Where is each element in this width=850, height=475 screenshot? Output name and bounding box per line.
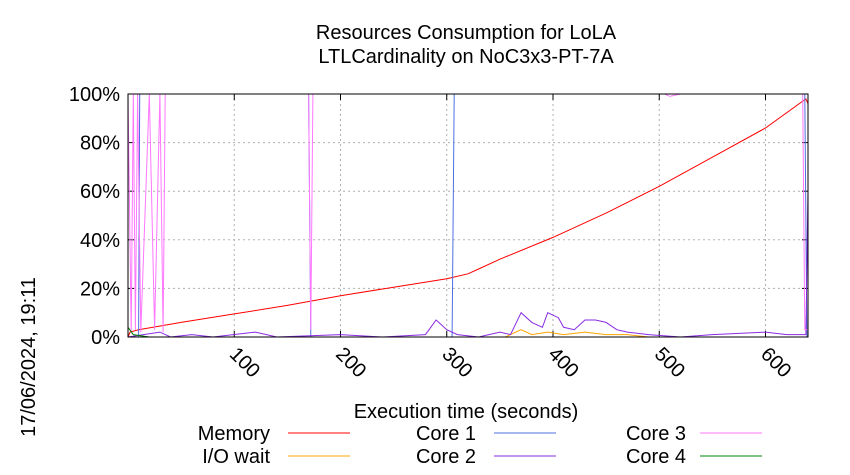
series-lines [127, 93, 809, 338]
legend-label: Core 4 [626, 446, 686, 468]
series-line-core-1 [128, 93, 808, 338]
y-tick-labels: 0% 20% 40% 60% 80% 100% [69, 84, 120, 349]
series-line-core-2 [127, 191, 809, 338]
y-tick-label: 60% [80, 181, 120, 203]
x-tick-label: 300 [437, 343, 476, 382]
x-axis-label: Execution time (seconds) [354, 401, 579, 423]
y-tick-label: 80% [80, 133, 120, 155]
y-tick-label: 0% [91, 327, 120, 349]
x-tick-label: 100 [225, 343, 264, 382]
y-tick-label: 20% [80, 278, 120, 300]
x-tick-label: 200 [331, 343, 370, 382]
series-line-memory [127, 98, 809, 338]
x-tick-label: 400 [544, 343, 583, 382]
chart-subtitle: LTLCardinality on NoC3x3-PT-7A [318, 46, 614, 68]
x-tick-labels: 100 200 300 400 500 600 [225, 343, 795, 382]
timestamp-label: 17/06/2024, 19:11 [18, 277, 40, 437]
y-tick-label: 100% [69, 84, 120, 106]
chart-title: Resources Consumption for LoLA [316, 22, 617, 44]
legend-label: I/O wait [202, 446, 270, 468]
y-tick-label: 40% [80, 230, 120, 252]
x-tick-label: 600 [756, 343, 795, 382]
legend-label: Memory [198, 423, 270, 445]
legend-label: Core 3 [626, 423, 686, 445]
legend-label: Core 2 [416, 446, 476, 468]
plot-frame [127, 93, 809, 338]
x-tick-label: 500 [650, 343, 689, 382]
series-line-core-3 [127, 93, 808, 333]
legend-label: Core 1 [416, 423, 476, 445]
grid-lines [128, 93, 808, 338]
